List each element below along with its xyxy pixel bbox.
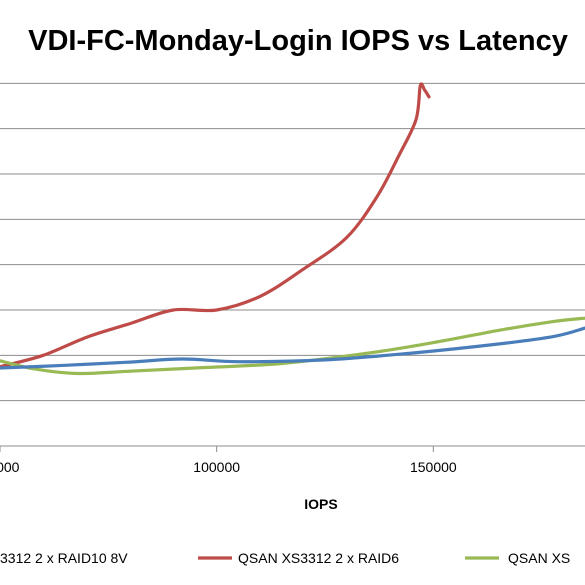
series-line-2 xyxy=(0,316,585,376)
legend-label-2: QSAN XS xyxy=(508,550,570,566)
x-tick-label-0: 50000 xyxy=(0,459,20,475)
gridlines xyxy=(0,82,585,402)
legend-label-1: QSAN XS3312 2 x RAID6 xyxy=(238,550,399,566)
plot-area xyxy=(0,82,585,376)
x-tick-label-1: 100000 xyxy=(193,459,240,475)
series-line-1 xyxy=(0,82,431,369)
legend-label-0: 3312 2 x RAID10 8V xyxy=(0,550,128,566)
chart-title: VDI-FC-Monday-Login IOPS vs Latency xyxy=(28,25,568,57)
legend: 3312 2 x RAID10 8V QSAN XS3312 2 x RAID6 Q… xyxy=(0,550,570,566)
x-tick-label-2: 150000 xyxy=(410,459,457,475)
x-axis-title: IOPS xyxy=(304,496,337,512)
series-line-0 xyxy=(0,326,585,370)
x-axis: 50000 100000 150000 xyxy=(0,445,585,475)
